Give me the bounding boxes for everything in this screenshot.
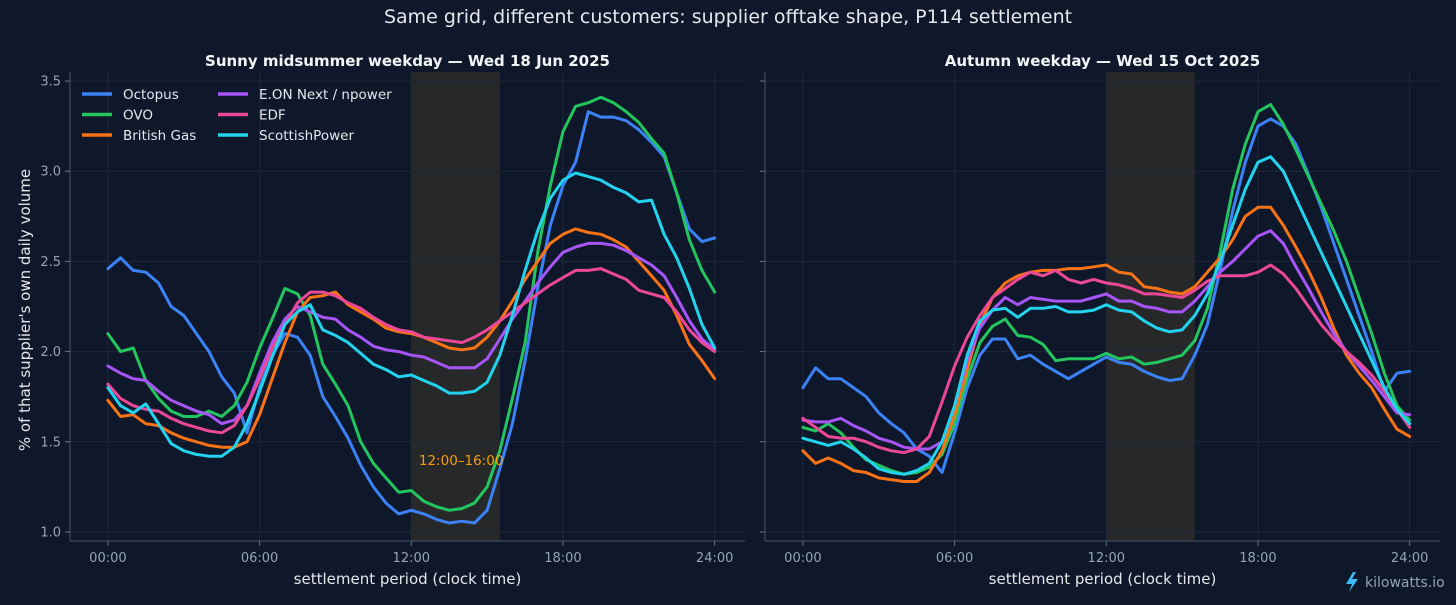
series-line-octopus [106, 110, 717, 525]
series-line-ovo [106, 95, 717, 512]
series-line-e-on-next-npower [106, 241, 717, 426]
x-axis-label: settlement period (clock time) [989, 570, 1217, 588]
x-tick-label: 06:00 [936, 551, 973, 566]
x-tick-label: 00:00 [89, 551, 126, 566]
y-tick-label: 1.5 [40, 435, 61, 450]
x-tick-label: 18:00 [1239, 551, 1276, 566]
y-axis-label: % of that supplier's own daily volume [16, 169, 34, 451]
x-tick-label: 06:00 [241, 551, 278, 566]
highlight-window [411, 72, 500, 541]
x-tick-label: 18:00 [544, 551, 581, 566]
series-line-british-gas [106, 227, 717, 449]
highlight-window-label: 12:00–16:00 [419, 453, 504, 469]
legend-label: Octopus [123, 87, 179, 103]
series-line-scottishpower [106, 171, 717, 458]
x-axis-label: settlement period (clock time) [294, 570, 522, 588]
lightning-bolt-icon [1346, 572, 1358, 592]
y-tick-label: 3.0 [40, 165, 61, 180]
legend-label: OVO [123, 108, 153, 124]
brand-mark: kilowatts.io [1346, 572, 1445, 592]
legend: Octopus OVO British Gas E.ON Next / npower E… [82, 87, 392, 144]
chart-panel-autumn: 00:00 06:00 12:00 18:00 24:00 Autumn weekday … [760, 52, 1440, 588]
series-line-e-on-next-npower [801, 229, 1412, 451]
legend-label: E.ON Next / npower [259, 87, 392, 103]
panel-title: Sunny midsummer weekday — Wed 18 Jun 202… [205, 52, 610, 70]
y-tick-label: 3.5 [40, 75, 61, 90]
x-tick-label: 12:00 [1088, 551, 1125, 566]
y-tick-label: 1.0 [40, 525, 61, 540]
figure-title: Same grid, different customers: supplier… [384, 6, 1072, 28]
y-tick-label: 2.5 [40, 255, 61, 270]
y-tick-label: 2.0 [40, 345, 61, 360]
x-tick-label: 12:00 [393, 551, 430, 566]
chart-panel-summer: 00:00 06:00 12:00 18:00 24:00 1.0 1.5 2.0 2.5 3.0… [40, 52, 745, 588]
legend-label: British Gas [123, 128, 196, 144]
x-tick-label: 00:00 [784, 551, 821, 566]
x-tick-label: 24:00 [1391, 551, 1428, 566]
brand-text: kilowatts.io [1365, 575, 1445, 591]
legend-label: EDF [259, 108, 286, 124]
x-tick-label: 24:00 [696, 551, 733, 566]
legend-label: ScottishPower [259, 128, 354, 144]
series-line-british-gas [801, 205, 1412, 483]
series-line-scottishpower [801, 155, 1412, 476]
panel-title: Autumn weekday — Wed 15 Oct 2025 [945, 52, 1261, 70]
series-line-edf [106, 267, 717, 435]
series-line-edf [801, 263, 1412, 455]
